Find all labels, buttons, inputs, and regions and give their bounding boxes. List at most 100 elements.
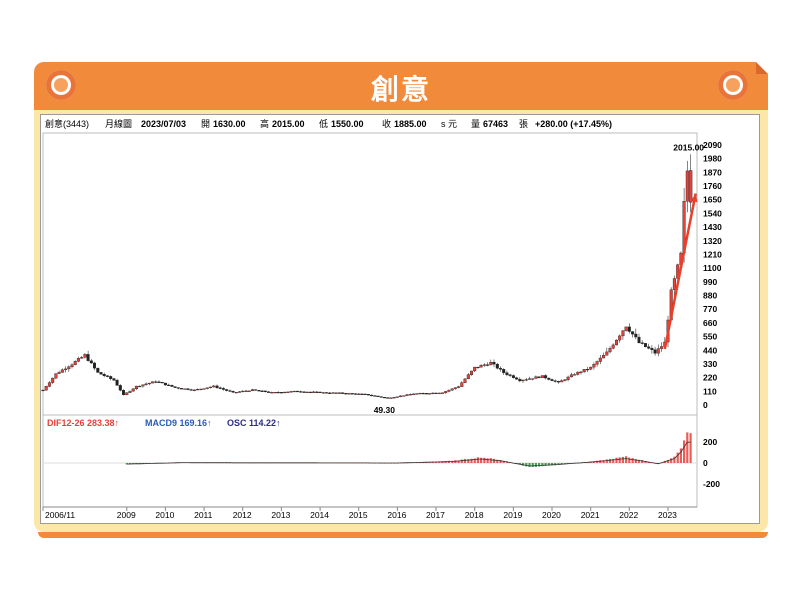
candlestick <box>395 396 399 398</box>
y-tick-label: 550 <box>703 332 717 342</box>
candlestick <box>428 393 432 395</box>
candlestick <box>247 390 251 392</box>
macd-bar <box>605 459 608 463</box>
candlestick <box>492 359 496 368</box>
candlestick <box>405 393 409 397</box>
candlestick <box>160 381 164 384</box>
header-open-label: 開 <box>201 119 210 129</box>
y-tick-label: 880 <box>703 291 717 301</box>
candlestick <box>553 379 557 383</box>
macd-bar <box>541 463 544 467</box>
macd-bar <box>670 458 673 463</box>
macd-bar <box>644 461 647 463</box>
candlestick <box>76 356 80 363</box>
candlestick <box>93 361 97 371</box>
candlestick <box>431 392 435 395</box>
candlestick <box>350 393 354 395</box>
candlestick <box>334 392 338 394</box>
candlestick <box>637 333 641 344</box>
candlestick <box>105 375 109 378</box>
candlestick <box>186 388 190 391</box>
candlestick <box>328 392 332 394</box>
candlestick <box>257 390 261 392</box>
y-tick-label: 1540 <box>703 208 722 218</box>
candlestick <box>96 367 100 373</box>
candlestick <box>634 328 638 340</box>
x-tick-label: 2016 <box>387 510 406 520</box>
candlestick <box>64 366 68 373</box>
candlestick <box>341 392 345 394</box>
candlestick <box>557 380 561 384</box>
x-tick-label: 2023 <box>658 510 677 520</box>
candlestick <box>521 379 525 383</box>
macd-bar <box>483 457 486 463</box>
candlestick <box>41 389 45 392</box>
candlestick <box>370 394 374 397</box>
y-tick-label: 1650 <box>703 195 722 205</box>
candlestick <box>202 388 206 390</box>
macd-bar <box>673 456 676 463</box>
y-tick-label: 220 <box>703 373 717 383</box>
header-change: +280.00 (+17.45%) <box>535 119 612 129</box>
candlestick <box>295 390 299 393</box>
candlestick <box>598 354 602 365</box>
x-tick-label: 2009 <box>117 510 136 520</box>
macd-bar <box>557 463 560 465</box>
candlestick <box>618 334 622 343</box>
price-annotation: 2015.00 <box>673 142 704 152</box>
frame: 創意 創意(3443) 月線圖 2023/07/03 開 1630.00 高 2… <box>34 62 768 538</box>
macd-bar <box>521 463 525 466</box>
trend-arrow <box>663 193 697 350</box>
candlestick <box>150 381 154 384</box>
macd-bar <box>460 459 463 463</box>
y-tick-label: 440 <box>703 345 717 355</box>
candlestick <box>473 366 477 372</box>
candlestick <box>147 382 151 386</box>
x-tick-label: 2021 <box>581 510 600 520</box>
macd-bar <box>457 460 460 463</box>
candlestick <box>170 384 174 387</box>
candlestick <box>218 386 222 390</box>
candlestick <box>444 391 448 394</box>
candlestick <box>337 392 341 394</box>
macd-bar <box>499 460 502 463</box>
candlestick <box>644 343 648 348</box>
candlestick <box>470 370 474 376</box>
y-tick-label: 990 <box>703 277 717 287</box>
candlestick <box>486 362 490 367</box>
candlestick <box>221 387 225 391</box>
macd-bar <box>480 457 483 463</box>
candlestick <box>457 385 461 389</box>
candlestick <box>582 368 586 373</box>
candlestick <box>476 366 480 369</box>
dif-label: DIF12-26 283.38↑ <box>47 418 119 428</box>
candlestick <box>528 376 532 380</box>
candlestick <box>592 362 596 370</box>
candlestick <box>576 371 580 376</box>
candlestick <box>489 359 493 366</box>
macd-bar <box>683 440 686 463</box>
candlestick <box>83 353 87 359</box>
candlestick <box>196 388 200 391</box>
candlestick <box>547 377 551 381</box>
macd-tick-label: 0 <box>703 458 708 468</box>
macd-bar <box>631 458 634 463</box>
candlestick <box>60 368 64 373</box>
candlestick <box>502 368 506 375</box>
candlestick <box>260 390 264 392</box>
macd-bar <box>454 460 457 463</box>
macd-bar <box>544 463 547 466</box>
candlestick <box>167 383 171 387</box>
candlestick <box>660 342 664 352</box>
candlestick <box>325 392 329 394</box>
candlestick <box>73 360 77 366</box>
candlestick <box>508 373 512 377</box>
macd-bar <box>547 463 550 466</box>
candlestick <box>537 376 541 379</box>
macd-bar <box>531 463 534 467</box>
y-tick-label: 1430 <box>703 222 722 232</box>
candlestick <box>234 392 238 394</box>
title-banner: 創意 <box>34 62 768 110</box>
candlestick <box>482 363 486 367</box>
macd-bar <box>538 463 541 467</box>
